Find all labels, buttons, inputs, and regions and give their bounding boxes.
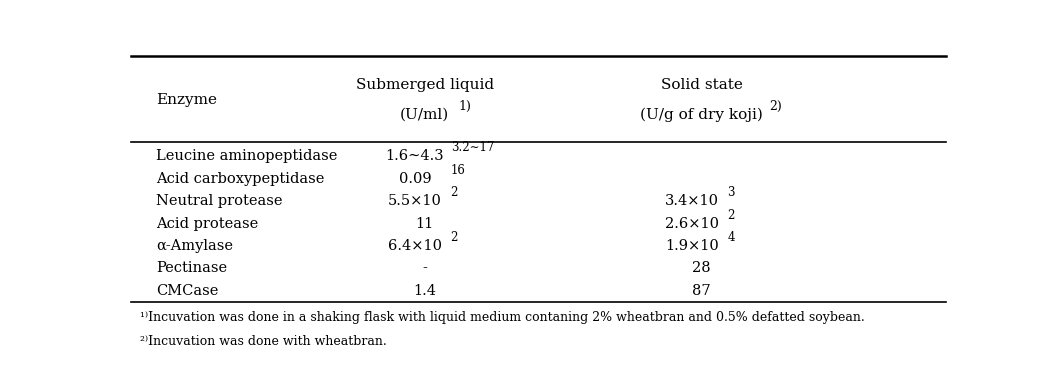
Text: α-Amylase: α-Amylase xyxy=(156,239,233,253)
Text: 2: 2 xyxy=(451,186,458,199)
Text: CMCase: CMCase xyxy=(156,284,219,298)
Text: 3.2∼17: 3.2∼17 xyxy=(451,142,494,154)
Text: 6.4×10: 6.4×10 xyxy=(388,239,441,253)
Text: ²⁾Incuvation was done with wheatbran.: ²⁾Incuvation was done with wheatbran. xyxy=(140,335,387,348)
Text: Leucine aminopeptidase: Leucine aminopeptidase xyxy=(156,149,337,163)
Text: 4: 4 xyxy=(727,231,735,244)
Text: 2.6×10: 2.6×10 xyxy=(665,217,719,230)
Text: 2: 2 xyxy=(727,209,735,221)
Text: (U/g of dry koji): (U/g of dry koji) xyxy=(640,108,763,122)
Text: Pectinase: Pectinase xyxy=(156,261,227,276)
Text: -: - xyxy=(423,261,427,276)
Text: 5.5×10: 5.5×10 xyxy=(388,194,441,208)
Text: 0.09: 0.09 xyxy=(398,172,431,186)
Text: Solid state: Solid state xyxy=(661,78,742,92)
Text: Enzyme: Enzyme xyxy=(156,93,217,107)
Text: Neutral protease: Neutral protease xyxy=(156,194,283,208)
Text: (U/ml): (U/ml) xyxy=(400,108,449,122)
Text: 3.4×10: 3.4×10 xyxy=(665,194,719,208)
Text: Acid protease: Acid protease xyxy=(156,217,259,230)
Text: 2): 2) xyxy=(769,100,782,113)
Text: 1.9×10: 1.9×10 xyxy=(665,239,719,253)
Text: 28: 28 xyxy=(693,261,710,276)
Text: 11: 11 xyxy=(415,217,434,230)
Text: 1.4: 1.4 xyxy=(413,284,436,298)
Text: Submerged liquid: Submerged liquid xyxy=(355,78,494,92)
Text: 2: 2 xyxy=(451,231,458,244)
Text: 1): 1) xyxy=(459,100,472,113)
Text: 87: 87 xyxy=(693,284,710,298)
Text: 3: 3 xyxy=(727,186,735,199)
Text: 1.6∼4.3: 1.6∼4.3 xyxy=(386,149,445,163)
Text: 16: 16 xyxy=(451,164,466,177)
Text: ¹⁾Incuvation was done in a shaking flask with liquid medium contaning 2% wheatbr: ¹⁾Incuvation was done in a shaking flask… xyxy=(140,311,864,324)
Text: Acid carboxypeptidase: Acid carboxypeptidase xyxy=(156,172,324,186)
